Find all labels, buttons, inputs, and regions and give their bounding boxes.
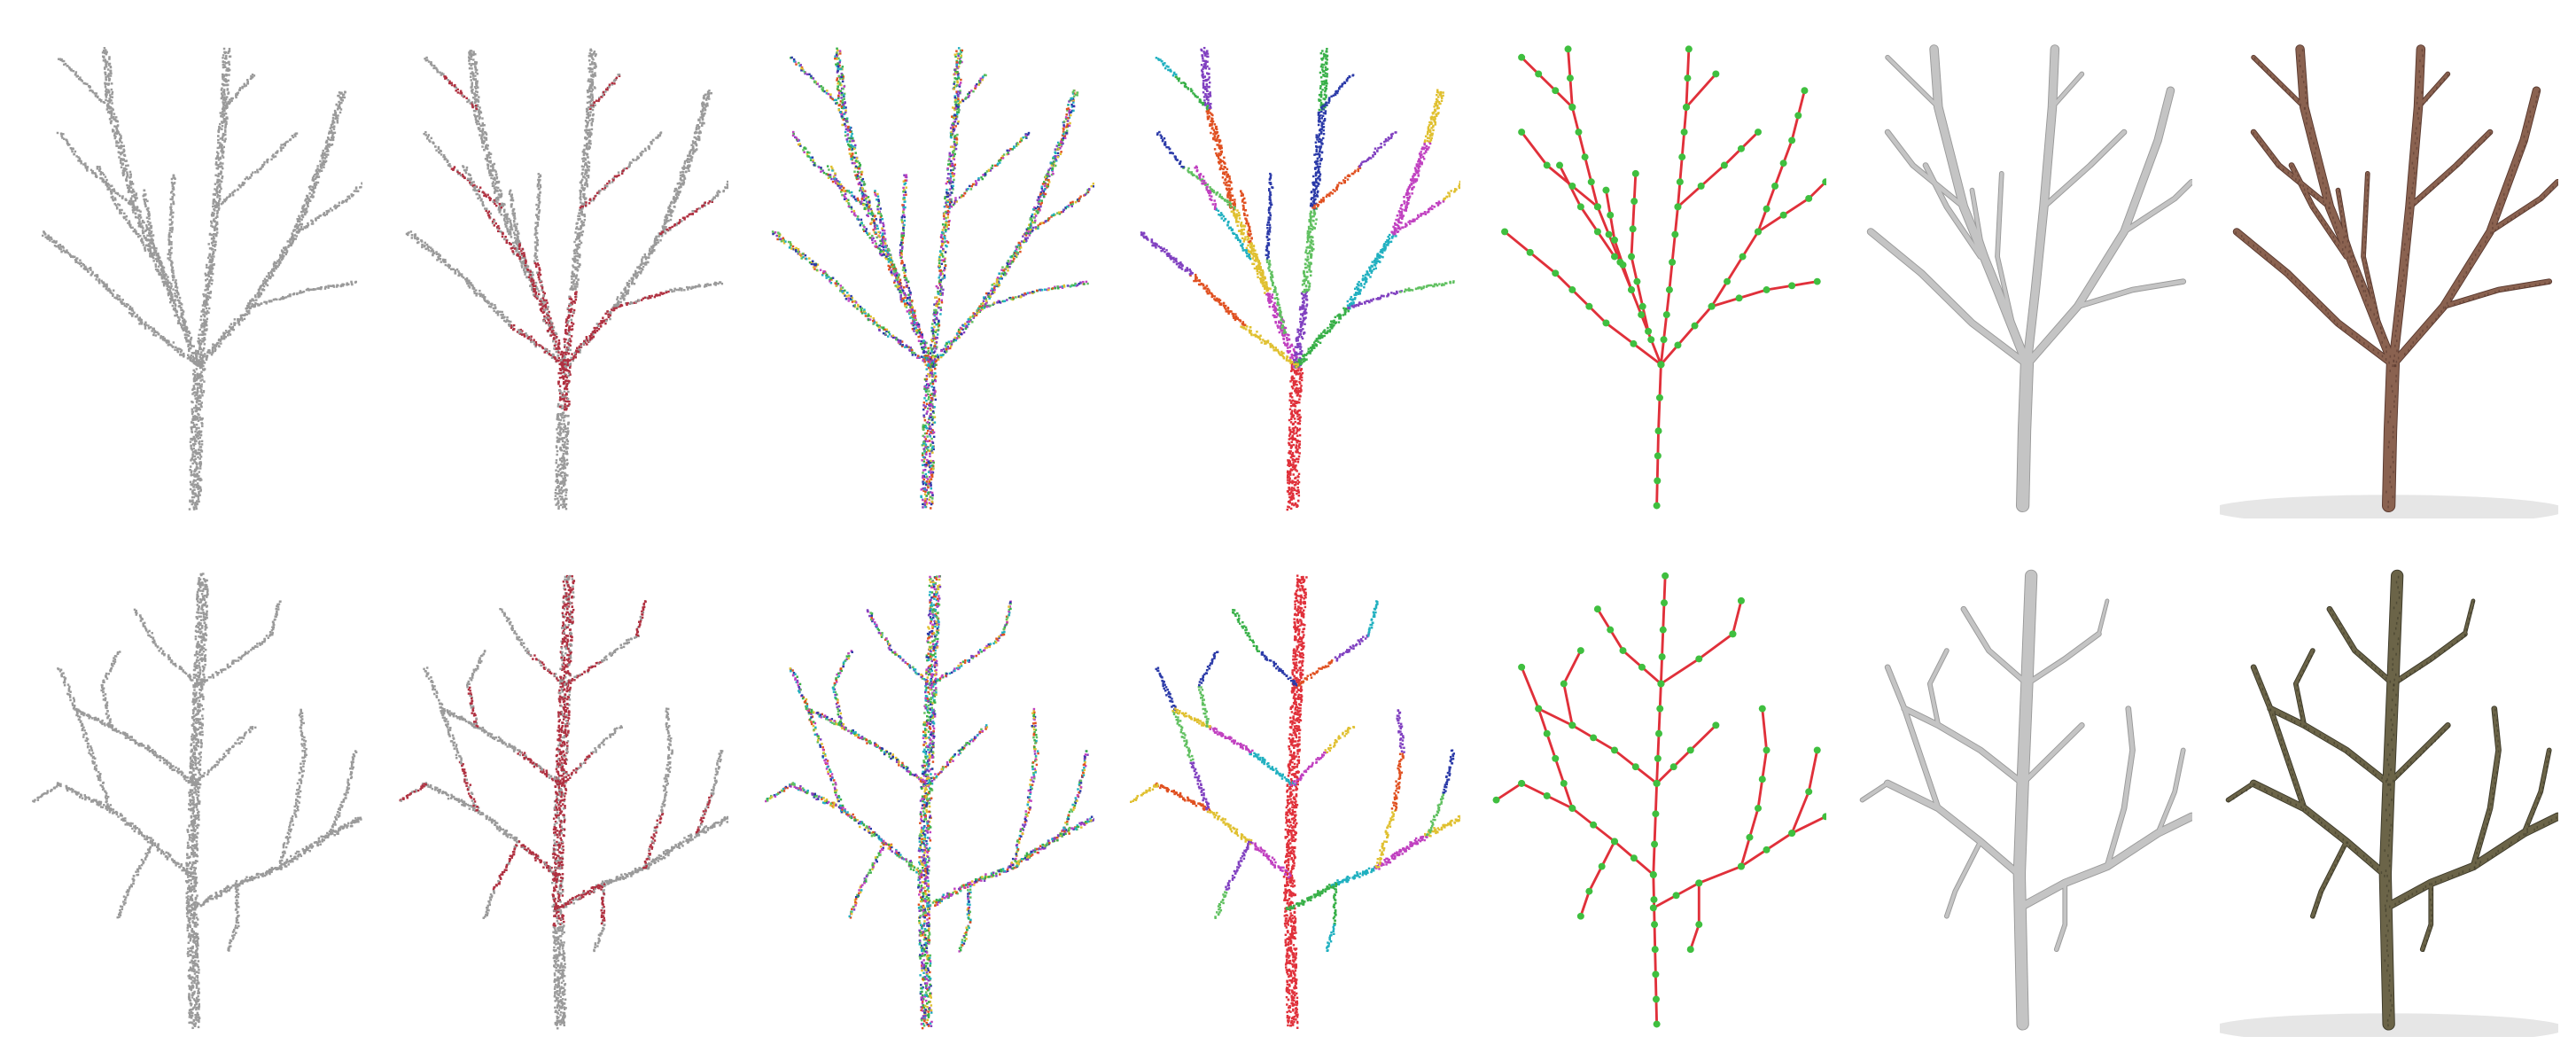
- row-1-textured-tree-render: [2220, 41, 2558, 518]
- row-1-raw-point-cloud: [25, 41, 363, 518]
- row-1-reconstructed-mesh: [1854, 41, 2192, 518]
- reconstructed-mesh-image: [1867, 44, 2192, 513]
- row-2-raw-point-cloud: [25, 559, 363, 1037]
- row-2-highlighted-junction-points: [391, 559, 729, 1037]
- highlighted-junction-points-image: [399, 575, 729, 1030]
- row-2-segment-clusters: [757, 559, 1094, 1037]
- row-2-textured-tree-render: [2220, 559, 2558, 1037]
- textured-tree-render-image: [2220, 44, 2558, 518]
- row-2-merged-branch-segments: [1123, 559, 1460, 1037]
- merged-branch-segments-image: [1140, 47, 1460, 511]
- row-1-segment-clusters: [757, 41, 1094, 518]
- skeleton-graph-image: [1501, 45, 1826, 510]
- textured-tree-render-image: [2220, 570, 2558, 1037]
- reconstructed-mesh-image: [1860, 570, 2192, 1031]
- row-2-reconstructed-mesh: [1854, 559, 2192, 1037]
- row-2-skeleton-graph: [1488, 559, 1826, 1037]
- row-1-merged-branch-segments: [1123, 41, 1460, 518]
- raw-point-cloud-image: [41, 47, 363, 511]
- skeleton-graph-image: [1492, 573, 1826, 1028]
- segment-clusters-image: [771, 47, 1094, 511]
- merged-branch-segments-image: [1129, 574, 1460, 1030]
- segment-clusters-image: [764, 575, 1094, 1030]
- row-1-skeleton-graph: [1488, 41, 1826, 518]
- highlighted-junction-points-image: [405, 49, 729, 511]
- row-1-highlighted-junction-points: [391, 41, 729, 518]
- raw-point-cloud-image: [32, 573, 363, 1030]
